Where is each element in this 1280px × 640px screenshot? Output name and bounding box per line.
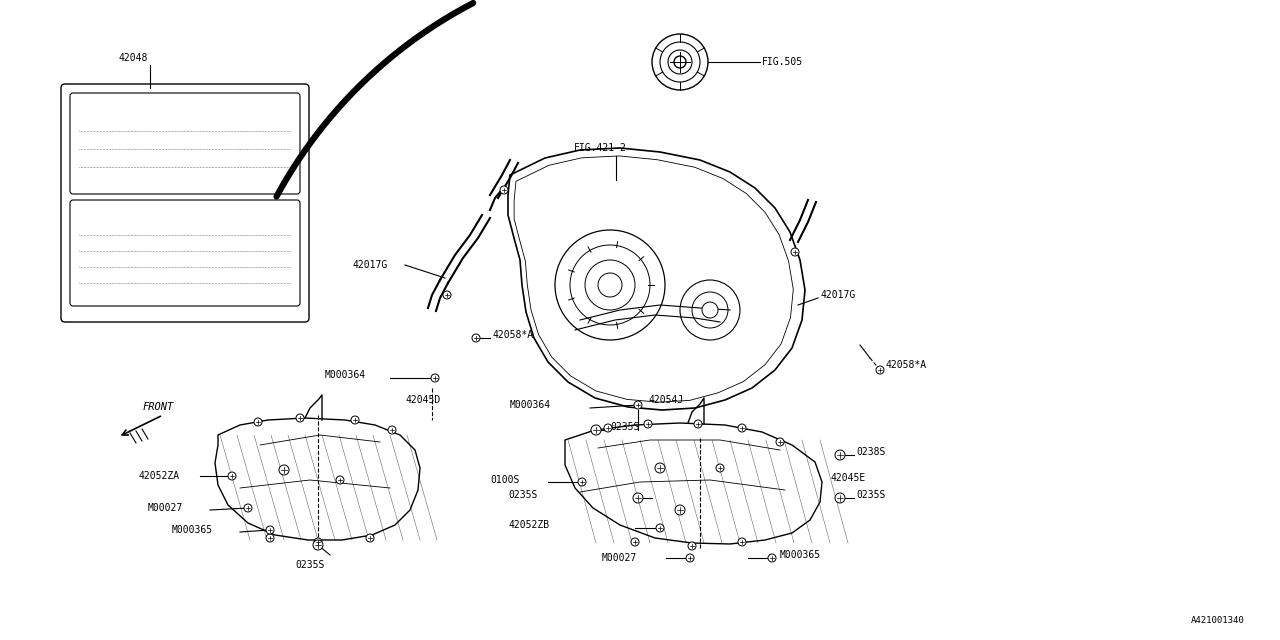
- Text: 0235S: 0235S: [508, 490, 538, 500]
- Circle shape: [694, 420, 701, 428]
- Text: 42058*A: 42058*A: [884, 360, 927, 370]
- Circle shape: [701, 302, 718, 318]
- Text: ⚠ WARNING: ⚠ WARNING: [152, 106, 218, 118]
- Text: M000365: M000365: [780, 550, 822, 560]
- Circle shape: [675, 56, 686, 68]
- Circle shape: [314, 538, 323, 546]
- Polygon shape: [564, 423, 822, 544]
- Text: M000365: M000365: [172, 525, 214, 535]
- Text: ⚠ AVERTISSEMENT: ⚠ AVERTISSEMENT: [138, 212, 232, 222]
- Polygon shape: [215, 418, 420, 540]
- Text: 0235S: 0235S: [856, 490, 886, 500]
- Circle shape: [739, 538, 746, 546]
- Circle shape: [876, 366, 884, 374]
- Circle shape: [253, 418, 262, 426]
- Circle shape: [296, 414, 305, 422]
- Circle shape: [604, 424, 612, 432]
- Text: 0235S: 0235S: [294, 560, 324, 570]
- Circle shape: [692, 292, 728, 328]
- Circle shape: [266, 526, 274, 534]
- Text: 42052ZB: 42052ZB: [508, 520, 549, 530]
- Text: A421001340: A421001340: [1192, 616, 1245, 625]
- Text: FIG.421-2: FIG.421-2: [573, 143, 627, 153]
- Text: 42052ZA: 42052ZA: [138, 471, 179, 481]
- Circle shape: [591, 425, 602, 435]
- Circle shape: [279, 465, 289, 475]
- Circle shape: [791, 248, 799, 256]
- Text: 42045D: 42045D: [404, 395, 440, 405]
- Circle shape: [716, 464, 724, 472]
- Circle shape: [228, 472, 236, 480]
- Text: 42054J: 42054J: [648, 395, 684, 405]
- Text: 42017G: 42017G: [820, 290, 855, 300]
- Circle shape: [598, 273, 622, 297]
- Text: 0235S: 0235S: [611, 422, 640, 432]
- FancyBboxPatch shape: [70, 200, 300, 306]
- Circle shape: [337, 476, 344, 484]
- Circle shape: [644, 420, 652, 428]
- Circle shape: [388, 426, 396, 434]
- Text: 0100S: 0100S: [490, 475, 520, 485]
- Circle shape: [675, 505, 685, 515]
- Circle shape: [652, 34, 708, 90]
- Circle shape: [570, 245, 650, 325]
- Circle shape: [314, 540, 323, 550]
- FancyBboxPatch shape: [70, 93, 300, 194]
- Text: 42048: 42048: [118, 53, 147, 63]
- Circle shape: [500, 186, 508, 194]
- Text: M000364: M000364: [325, 370, 366, 380]
- Circle shape: [431, 374, 439, 382]
- Circle shape: [776, 438, 785, 446]
- Text: M000364: M000364: [509, 400, 552, 410]
- Circle shape: [634, 493, 643, 503]
- Circle shape: [680, 280, 740, 340]
- Text: 42045E: 42045E: [829, 473, 865, 483]
- Circle shape: [660, 42, 700, 82]
- Circle shape: [657, 524, 664, 532]
- Circle shape: [689, 542, 696, 550]
- Text: 42017G: 42017G: [352, 260, 388, 270]
- Circle shape: [266, 534, 274, 542]
- Text: M00027: M00027: [148, 503, 183, 513]
- Circle shape: [835, 450, 845, 460]
- Circle shape: [835, 493, 845, 503]
- Circle shape: [631, 538, 639, 546]
- Circle shape: [768, 554, 776, 562]
- Text: 42058*A: 42058*A: [492, 330, 534, 340]
- Circle shape: [585, 260, 635, 310]
- Text: 0238S: 0238S: [856, 447, 886, 457]
- Circle shape: [655, 463, 666, 473]
- Circle shape: [366, 534, 374, 542]
- FancyBboxPatch shape: [61, 84, 308, 322]
- Circle shape: [244, 504, 252, 512]
- Circle shape: [443, 291, 451, 299]
- Text: FRONT: FRONT: [143, 402, 174, 412]
- Circle shape: [472, 334, 480, 342]
- Circle shape: [634, 401, 643, 409]
- Circle shape: [579, 478, 586, 486]
- Circle shape: [351, 416, 358, 424]
- Circle shape: [739, 424, 746, 432]
- Circle shape: [668, 50, 692, 74]
- Text: FIG.505: FIG.505: [762, 57, 803, 67]
- Text: M00027: M00027: [602, 553, 637, 563]
- Polygon shape: [508, 148, 805, 410]
- Circle shape: [686, 554, 694, 562]
- Circle shape: [556, 230, 666, 340]
